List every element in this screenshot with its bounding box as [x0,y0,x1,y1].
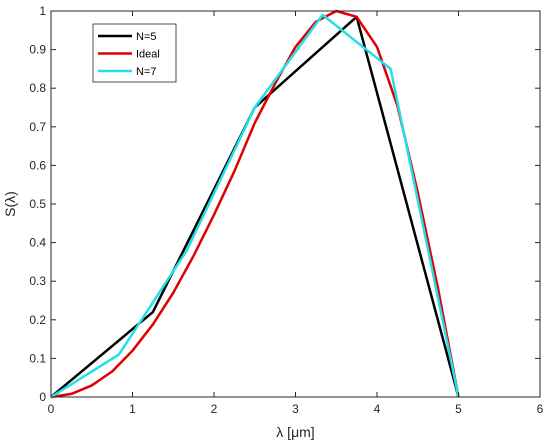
y-tick-label: 0.5 [29,197,46,211]
x-tick-label: 1 [129,402,136,416]
x-tick-label: 4 [374,402,381,416]
series-layer [50,9,460,399]
y-tick-label: 0.4 [29,236,46,250]
legend-label-1: Ideal [136,49,160,61]
x-tick-label: 5 [455,402,462,416]
y-tick-label: 0 [39,390,46,404]
y-tick-label: 0.3 [29,274,46,288]
legend-label-2: N=7 [136,66,157,78]
legend-label-0: N=5 [136,31,157,43]
y-tick-label: 0.8 [29,81,46,95]
series-line-1 [50,9,460,399]
series-line-2 [50,13,460,399]
x-tick-label: 0 [48,402,55,416]
x-tick-label: 3 [292,402,299,416]
legend: N=5 Ideal N=7 [92,23,177,83]
y-tick-label: 0.6 [29,158,46,172]
x-axis-label: λ [μm] [276,424,314,440]
y-axis-label: S(λ) [2,191,18,217]
y-tick-label: 0.1 [29,351,46,365]
x-tick-label: 6 [537,402,544,416]
y-tick-label: 0.9 [29,43,46,57]
y-tick-label: 0.7 [29,120,46,134]
y-tick-label: 0.2 [29,313,46,327]
y-tick-label: 1 [39,4,46,18]
tick-layer: 0 1 2 3 4 5 6 0 0.1 0.2 0.3 0.4 0.5 0.6 0.7 0.8 0.9 1 [29,4,543,416]
x-tick-label: 2 [211,402,218,416]
